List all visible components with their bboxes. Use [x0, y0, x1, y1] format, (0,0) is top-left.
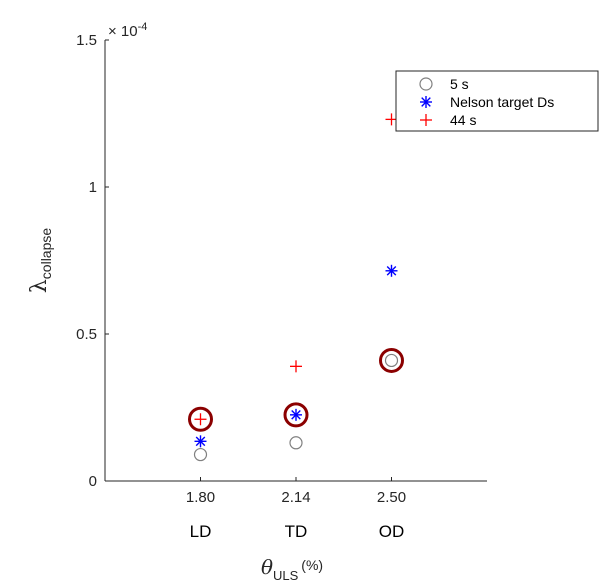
data-point: [194, 413, 207, 426]
data-point: [193, 447, 208, 462]
data-point-d2: [291, 410, 301, 420]
data-point: [290, 360, 302, 373]
series-1: [194, 264, 398, 448]
data-point-d2: [386, 265, 397, 276]
data-point: [290, 408, 302, 421]
series-0: [193, 353, 399, 462]
highlight-circles: [188, 347, 404, 432]
x-category-label: LD: [190, 522, 212, 541]
legend-marker: [420, 96, 432, 108]
highlight-circle: [188, 406, 213, 432]
chart-legend: 5 s Nelson target Ds 44 s: [395, 70, 599, 132]
legend-marker-d2: [421, 97, 431, 107]
y-axis-symbol: λ: [27, 279, 52, 293]
x-axis-label: θULS(%): [261, 555, 323, 583]
chart-labels: λcollapse θULS(%): [27, 228, 323, 583]
data-point: [289, 436, 303, 450]
legend-label: Nelson target Ds: [450, 94, 554, 110]
legend-label: 5 s: [450, 76, 469, 92]
highlight-circle: [283, 402, 309, 428]
y-tick-label: 0: [89, 473, 97, 490]
y-axis-subscript: collapse: [38, 228, 54, 280]
x-tick-label: 1.80: [186, 489, 215, 506]
x-category-label: TD: [285, 522, 308, 541]
highlight-circle: [379, 347, 404, 373]
y-axis-label: λcollapse: [27, 228, 54, 294]
legend-marker: [420, 114, 432, 126]
y-exponent-base: × 10: [108, 23, 138, 40]
x-axis-symbol: θ: [261, 555, 273, 579]
x-axis-unit: (%): [301, 557, 323, 573]
legend-label: 44 s: [450, 112, 476, 128]
x-tick-label: 2.50: [377, 489, 406, 506]
data-point: [385, 264, 398, 277]
data-point-d2: [195, 436, 206, 447]
y-exponent-label: × 10-4: [108, 21, 147, 40]
data-point: [384, 353, 399, 368]
y-tick-label: 1.5: [76, 32, 97, 49]
y-exponent-power: -4: [138, 21, 148, 33]
legend-marker: [419, 77, 433, 91]
x-tick-label: 2.14: [281, 489, 310, 506]
data-point: [194, 435, 207, 448]
y-tick-label: 1: [89, 179, 97, 196]
chart-marks: [188, 113, 404, 462]
series-2: [194, 113, 398, 426]
x-axis-subscript: ULS: [273, 568, 299, 583]
chart-axes: 0 0.5 1 1.5 × 10-4 1.80 LD 2.14 TD 2.50 OD: [76, 21, 487, 541]
legend-box: [395, 70, 599, 132]
x-category-label: OD: [379, 522, 405, 541]
y-tick-label: 0.5: [76, 326, 97, 343]
